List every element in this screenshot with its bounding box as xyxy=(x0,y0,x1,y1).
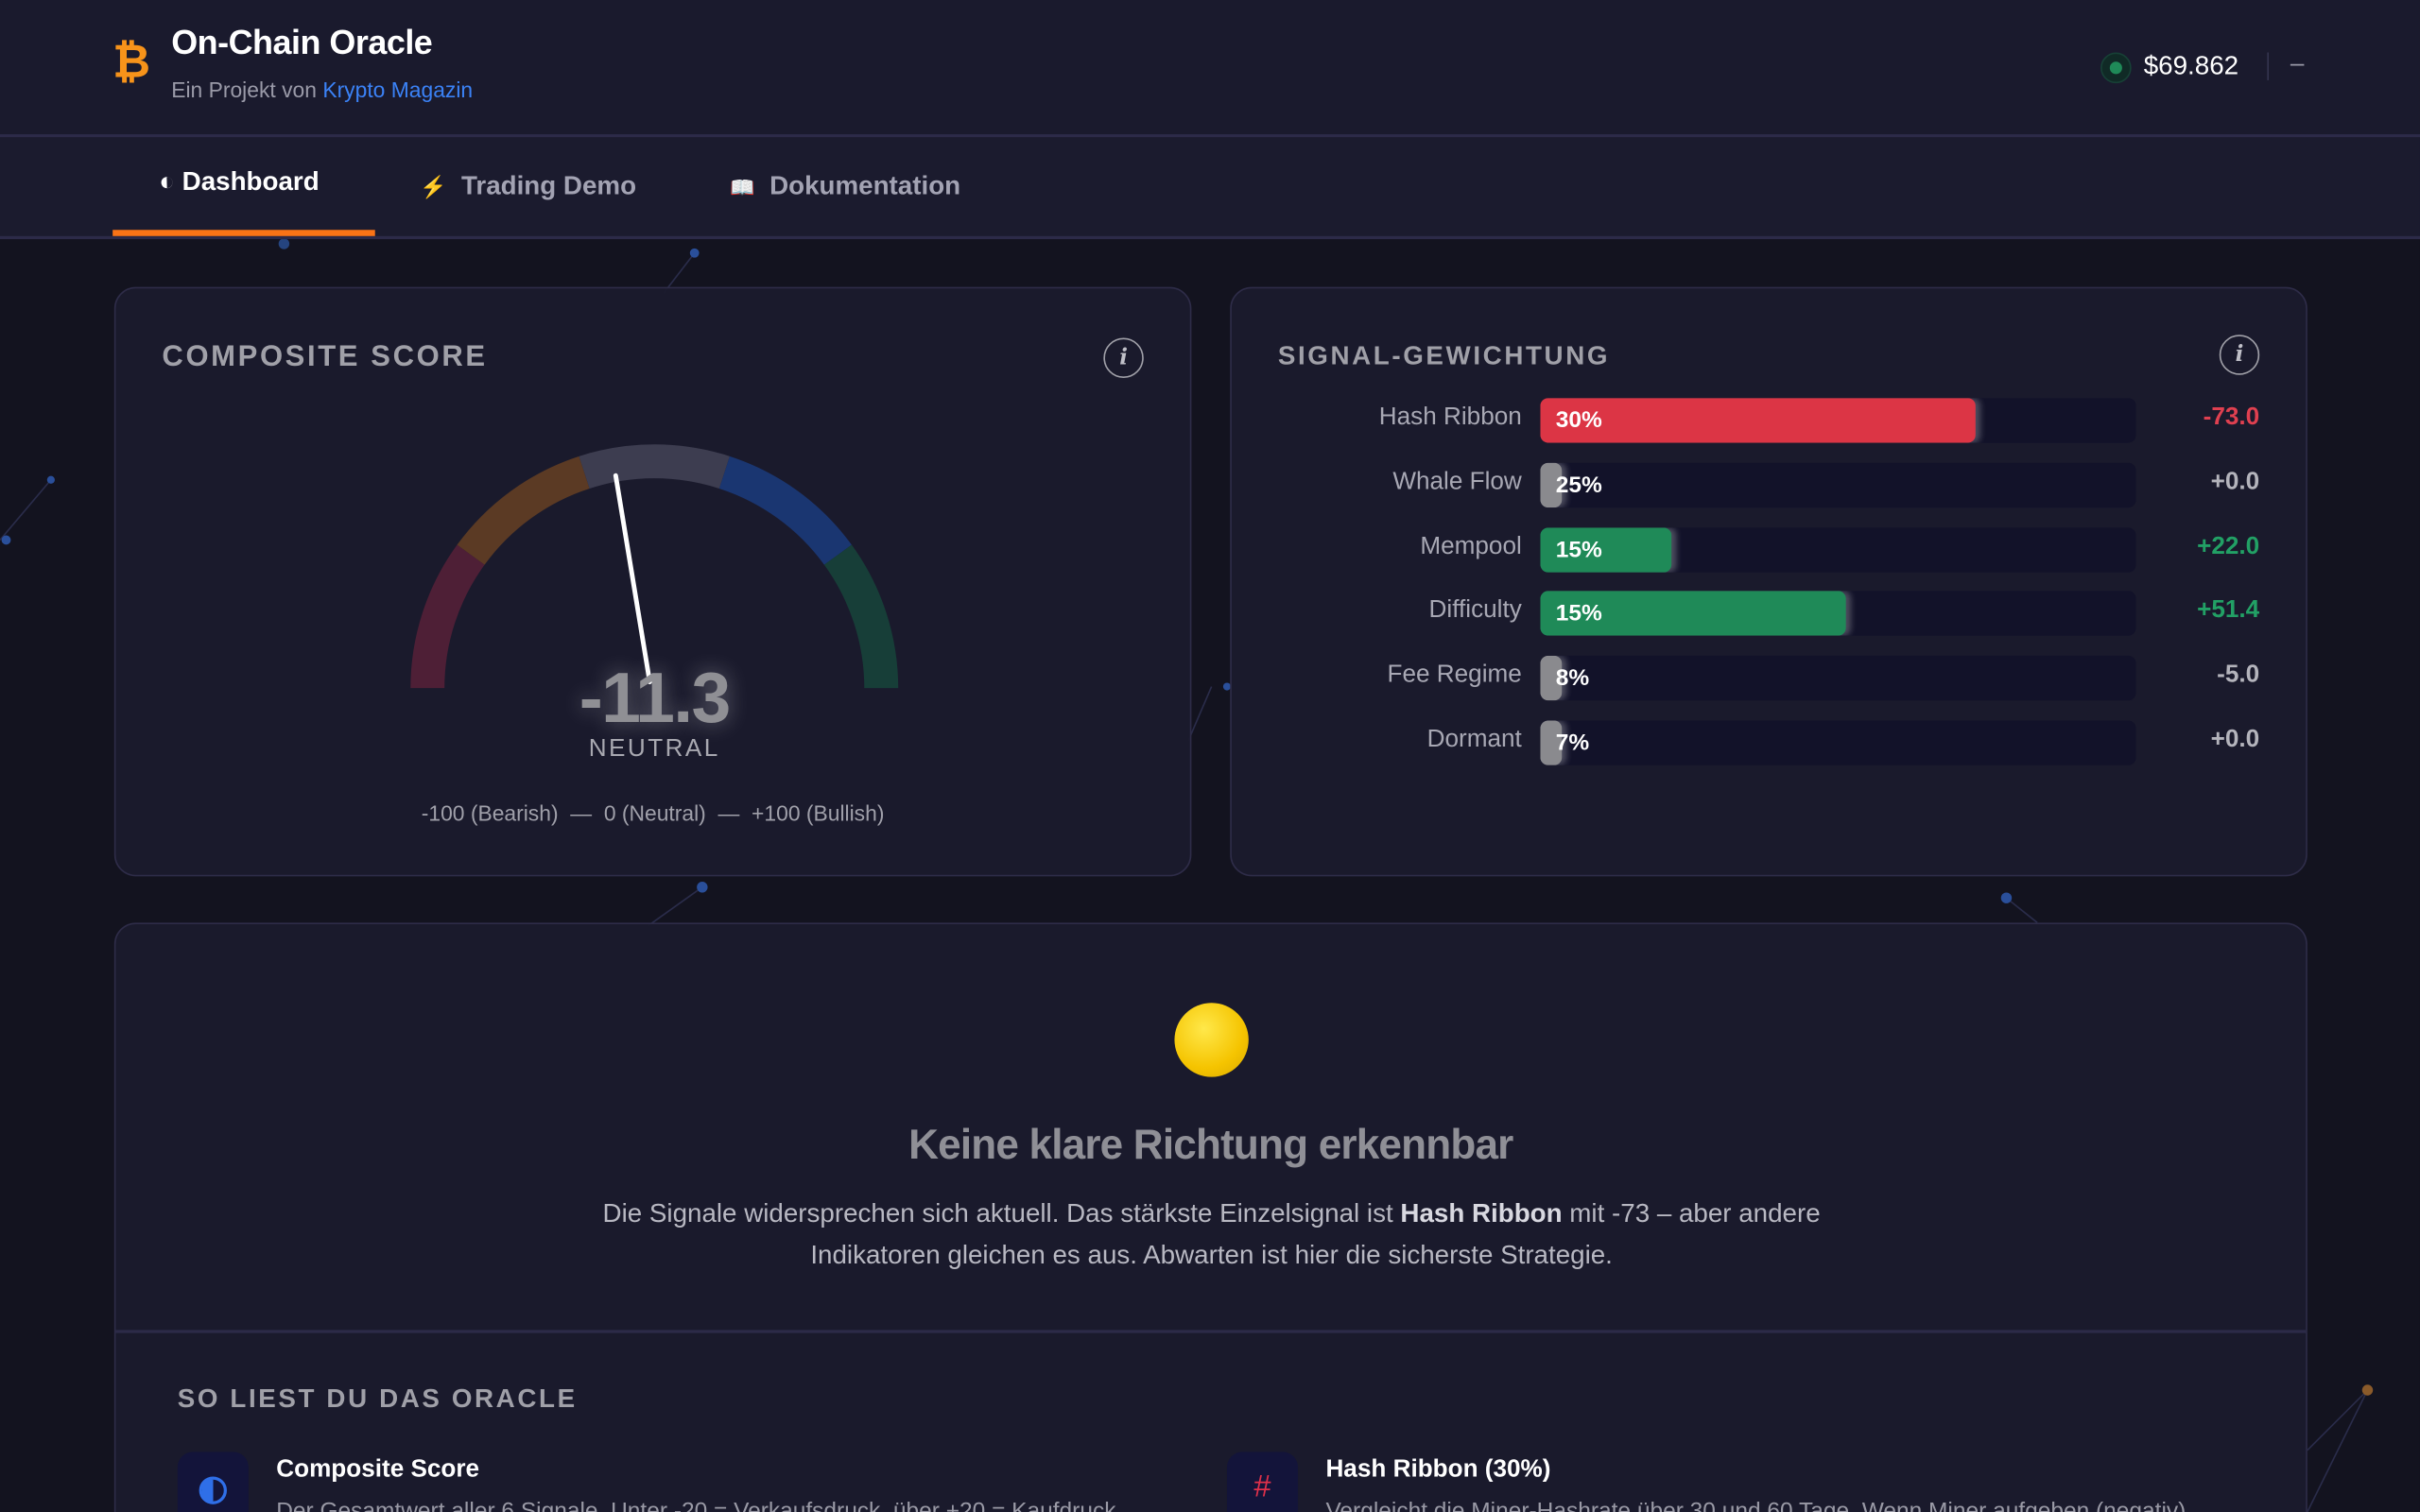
guide-item-title: Composite Score xyxy=(276,1456,480,1483)
book-icon: 📖 xyxy=(730,176,755,199)
divider xyxy=(2267,52,2269,80)
gauge-needle xyxy=(613,472,652,685)
tab-dokumentation[interactable]: 📖 Dokumentation xyxy=(730,137,960,235)
signal-weight: 15% xyxy=(1555,600,1602,627)
strongest-signal: Hash Ribbon xyxy=(1400,1198,1563,1228)
signal-weight: 15% xyxy=(1555,537,1602,563)
network-node xyxy=(689,248,700,258)
gauge-zone xyxy=(457,455,590,565)
app-header: ₿ On-Chain Oracle Ein Projekt von Krypto… xyxy=(0,0,2420,138)
subtitle-prefix: Ein Projekt von xyxy=(171,77,317,102)
half-circle-icon: ◐ xyxy=(159,166,175,197)
tab-label: Dashboard xyxy=(182,166,320,197)
signal-name: Whale Flow xyxy=(1392,469,1522,496)
signal-bar: 15% xyxy=(1540,591,2136,636)
signal-bar: 7% xyxy=(1540,720,2136,765)
tab-trading-demo[interactable]: ⚡ Trading Demo xyxy=(420,137,636,235)
signal-name: Hash Ribbon xyxy=(1378,404,1522,431)
signal-score: -73.0 xyxy=(2203,404,2260,431)
signal-score: +0.0 xyxy=(2210,469,2260,496)
verdict-card: Keine klare Richtung erkennbar Die Signa… xyxy=(113,922,2308,1512)
gauge xyxy=(410,444,899,689)
info-icon[interactable]: i xyxy=(2219,335,2260,375)
btc-price: $69.862 xyxy=(2143,50,2239,80)
app-subtitle: Ein Projekt von Krypto Magazin xyxy=(171,77,473,102)
signal-bar-fill xyxy=(1540,720,1563,765)
menu-toggle[interactable]: – xyxy=(2290,50,2305,77)
card-title: SIGNAL-GEWICHTUNG xyxy=(1277,340,1611,370)
signal-bar: 25% xyxy=(1540,462,2136,508)
signal-bar-fill xyxy=(1540,398,1976,443)
score-value: -11.3 xyxy=(579,657,732,738)
signal-bar-fill xyxy=(1540,655,1563,701)
tab-label: Dokumentation xyxy=(769,171,961,201)
signal-weighting-card: SIGNAL-GEWICHTUNG i xyxy=(1230,286,2308,877)
verdict-headline: Keine klare Richtung erkennbar xyxy=(908,1121,1513,1168)
signal-bar: 8% xyxy=(1540,655,2136,701)
signal-score: +51.4 xyxy=(2197,596,2260,624)
signal-bar-fill xyxy=(1540,527,1672,573)
signal-bar: 30% xyxy=(1540,398,2136,443)
lightning-icon: ⚡ xyxy=(420,174,447,199)
price-status-icon xyxy=(2100,52,2132,84)
gauge-zone xyxy=(579,444,730,490)
yellow-circle-icon xyxy=(1174,1003,1249,1077)
verdict-text-part: Die Signale widersprechen sich aktuell. … xyxy=(602,1198,1393,1228)
signal-name: Fee Regime xyxy=(1387,662,1522,689)
guide-item-text: Vergleicht die Miner-Hashrate über 30 un… xyxy=(1325,1498,2187,1512)
krypto-magazin-link[interactable]: Krypto Magazin xyxy=(322,77,474,102)
gauge-zone xyxy=(823,544,899,689)
app-title: On-Chain Oracle xyxy=(171,23,433,62)
card-title: COMPOSITE SCORE xyxy=(162,340,488,374)
signal-bar-fill xyxy=(1540,591,1847,636)
signal-score: +22.0 xyxy=(2197,533,2260,560)
network-node xyxy=(1,535,11,545)
signal-weight: 7% xyxy=(1555,730,1590,756)
divider xyxy=(115,1330,2307,1333)
scale-legend: -100 (Bearish) — 0 (Neutral) — +100 (Bul… xyxy=(421,800,885,826)
signal-name: Mempool xyxy=(1420,533,1522,560)
half-circle-icon xyxy=(177,1452,249,1512)
tab-dashboard[interactable]: ◐ Dashboard xyxy=(159,132,319,231)
gauge-zone xyxy=(718,455,852,565)
signal-bar: 15% xyxy=(1540,527,2136,573)
bitcoin-icon: ₿ xyxy=(112,37,151,89)
network-node xyxy=(2000,892,2013,903)
guide-item-text: Der Gesamtwert aller 6 Signale. Unter -2… xyxy=(276,1498,1123,1512)
network-node xyxy=(1222,682,1232,691)
guide-title: SO LIEST DU DAS ORACLE xyxy=(177,1383,578,1414)
tab-label: Trading Demo xyxy=(460,171,637,201)
signal-score: -5.0 xyxy=(2217,662,2260,689)
verdict-text: Die Signale widersprechen sich aktuell. … xyxy=(563,1193,1859,1276)
hash-icon: # xyxy=(1226,1452,1299,1512)
active-tab-underline xyxy=(112,230,375,236)
signal-name: Dormant xyxy=(1426,726,1522,753)
signal-weight: 8% xyxy=(1555,664,1590,692)
score-state: NEUTRAL xyxy=(588,735,720,763)
guide-item-title: Hash Ribbon (30%) xyxy=(1325,1456,1551,1483)
network-node xyxy=(2361,1384,2374,1396)
signal-weight: 30% xyxy=(1555,407,1602,434)
network-node xyxy=(46,475,55,484)
signal-weight: 25% xyxy=(1555,472,1602,499)
signal-score: +0.0 xyxy=(2210,726,2260,753)
info-icon[interactable]: i xyxy=(1103,337,1144,378)
verdict-text-part: mit -73 – aber andere Indikatoren gleich… xyxy=(810,1198,1821,1270)
signal-bar-fill xyxy=(1540,462,1563,508)
network-node xyxy=(278,238,290,249)
tab-bar: ◐ Dashboard ⚡ Trading Demo 📖 Dokumentati… xyxy=(0,137,2420,240)
gauge-zone xyxy=(410,544,485,689)
signal-name: Difficulty xyxy=(1428,596,1522,624)
composite-score-card: COMPOSITE SCORE i -11.3 NEUTRAL -100 (Be… xyxy=(113,286,1192,877)
network-node xyxy=(697,882,708,893)
